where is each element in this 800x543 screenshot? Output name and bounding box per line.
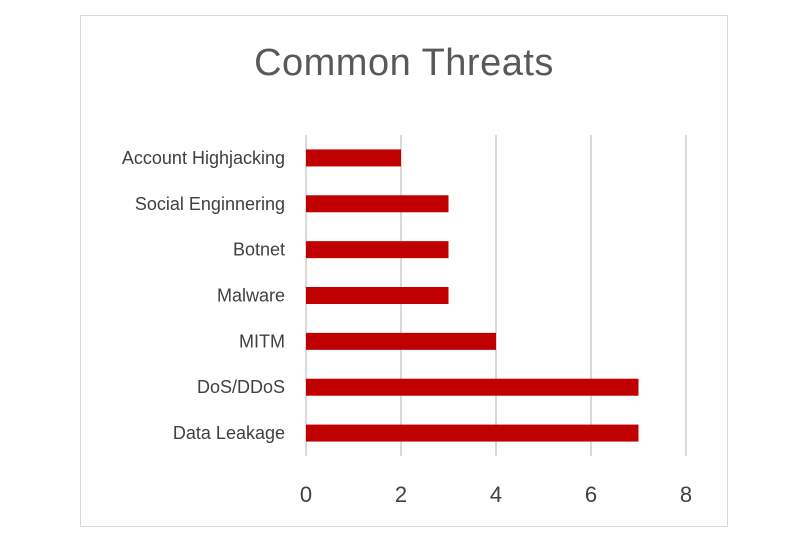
x-tick-label: 8 — [680, 482, 692, 507]
bar — [306, 287, 449, 304]
category-label: Botnet — [233, 240, 285, 260]
x-tick-label: 4 — [490, 482, 502, 507]
bar — [306, 241, 449, 259]
category-label: Malware — [217, 286, 285, 306]
category-label: MITM — [239, 331, 285, 351]
category-label: Account Highjacking — [122, 148, 285, 168]
x-tick-label: 6 — [585, 482, 597, 507]
chart-frame — [80, 15, 728, 527]
x-tick-label: 0 — [300, 482, 312, 507]
category-label: Social Enginnering — [135, 194, 285, 214]
bar — [306, 424, 639, 442]
chart-title: Common Threats — [254, 42, 554, 84]
bar — [306, 149, 401, 167]
category-label: DoS/DDoS — [197, 377, 285, 397]
x-tick-label: 2 — [395, 482, 407, 507]
bar — [306, 332, 496, 350]
bar — [306, 378, 639, 396]
bar — [306, 195, 449, 213]
category-label: Data Leakage — [173, 423, 285, 443]
